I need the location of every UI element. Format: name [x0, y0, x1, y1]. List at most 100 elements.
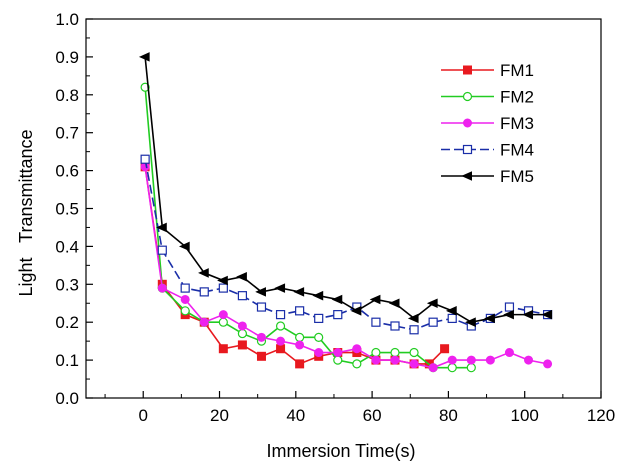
data-point-marker — [295, 359, 305, 369]
legend-label: FM3 — [500, 114, 534, 133]
legend-label: FM4 — [500, 141, 534, 160]
data-point-marker — [255, 287, 266, 297]
data-point-marker — [256, 302, 267, 312]
data-point-marker — [409, 325, 419, 335]
x-axis-ticks: 0 20 40 60 80 100 120 — [104, 391, 615, 425]
data-point-marker — [350, 306, 362, 316]
data-point-marker — [295, 340, 305, 350]
data-point-marker — [295, 332, 305, 342]
series-fm4 — [140, 154, 553, 335]
y-tick-label: 0.5 — [55, 200, 79, 219]
data-point-marker — [237, 340, 247, 350]
data-point-marker — [461, 171, 472, 181]
legend-label: FM1 — [500, 61, 534, 80]
data-point-marker — [199, 317, 209, 327]
data-point-marker — [503, 309, 514, 320]
data-point-marker — [140, 154, 150, 164]
legend-item-fm5: FM5 — [441, 167, 534, 186]
legend-item-fm4: FM4 — [441, 141, 534, 160]
data-point-marker — [276, 336, 286, 346]
data-point-marker — [256, 351, 266, 361]
data-point-marker — [484, 313, 495, 324]
data-point-marker — [485, 355, 495, 365]
data-point-marker — [463, 65, 472, 75]
legend-label: FM2 — [500, 88, 534, 107]
data-point-marker — [218, 344, 228, 354]
data-point-marker — [504, 348, 514, 358]
y-tick-label: 0.0 — [55, 389, 79, 408]
data-point-marker — [331, 294, 343, 305]
legend-item-fm1: FM1 — [441, 61, 534, 80]
data-point-marker — [333, 310, 343, 320]
data-point-marker — [218, 310, 228, 320]
x-tick-label: 0 — [138, 406, 147, 425]
data-point-marker — [140, 162, 150, 172]
data-point-marker — [274, 283, 286, 293]
series-fm5 — [138, 52, 553, 327]
data-point-marker — [504, 302, 515, 312]
data-point-marker — [218, 317, 228, 327]
data-point-marker — [180, 294, 190, 304]
data-point-marker — [140, 82, 150, 92]
x-tick-label: 80 — [439, 406, 458, 425]
y-tick-label: 0.1 — [55, 351, 79, 370]
legend-item-fm2: FM2 — [441, 88, 534, 107]
data-point-marker — [462, 91, 473, 102]
data-point-marker — [275, 310, 286, 320]
data-point-marker — [390, 347, 400, 358]
y-tick-label: 1.0 — [55, 10, 79, 29]
data-point-marker — [352, 359, 362, 369]
y-axis-title: Light Transmittance — [16, 129, 36, 296]
y-tick-label: 0.6 — [55, 162, 79, 181]
data-point-marker — [371, 355, 381, 365]
data-point-marker — [447, 313, 457, 324]
data-point-marker — [352, 344, 362, 354]
data-point-marker — [256, 332, 266, 342]
data-point-marker — [237, 321, 247, 331]
y-axis-ticks: 0.0 0.1 0.2 0.3 0.4 0.5 0.6 0.7 0.8 0.9 1.0 — [55, 10, 93, 408]
x-tick-label: 40 — [286, 406, 305, 425]
data-point-marker — [407, 313, 419, 324]
data-point-marker — [369, 294, 381, 305]
y-tick-label: 0.7 — [55, 124, 79, 143]
data-point-marker — [199, 287, 209, 297]
series-fm1 — [140, 162, 450, 369]
legend: FM1 FM2 FM3 FM4 FM5 — [441, 61, 534, 186]
data-point-marker — [428, 363, 438, 373]
data-point-marker — [447, 363, 457, 373]
data-point-marker — [371, 347, 381, 358]
data-point-marker — [275, 321, 286, 331]
data-point-marker — [217, 275, 228, 286]
data-point-marker — [295, 306, 305, 316]
series-fm3 — [140, 162, 553, 373]
series-fm2 — [140, 82, 476, 373]
y-tick-label: 0.2 — [55, 313, 79, 332]
data-point-marker — [466, 363, 476, 373]
data-point-marker — [445, 306, 457, 316]
data-point-marker — [463, 118, 472, 128]
x-tick-label: 120 — [587, 406, 615, 425]
x-axis-title: Immersion Time(s) — [266, 441, 415, 461]
data-point-marker — [157, 283, 167, 293]
data-point-marker — [409, 347, 419, 358]
data-point-marker — [178, 241, 190, 252]
series-layer — [138, 52, 553, 373]
y-tick-label: 0.8 — [55, 86, 79, 105]
series-line — [144, 166, 548, 369]
data-point-marker — [462, 144, 473, 155]
data-point-marker — [447, 355, 457, 365]
data-point-marker — [237, 328, 248, 339]
x-tick-label: 20 — [210, 406, 229, 425]
data-point-marker — [276, 344, 286, 354]
data-point-marker — [388, 298, 400, 309]
data-point-marker — [218, 283, 228, 293]
data-point-marker — [314, 313, 324, 324]
y-tick-label: 0.3 — [55, 275, 79, 294]
data-point-marker — [466, 355, 476, 365]
data-point-marker — [314, 332, 324, 342]
data-point-marker — [465, 317, 476, 327]
data-point-marker — [371, 317, 381, 327]
data-point-marker — [541, 309, 553, 320]
data-point-marker — [333, 355, 343, 365]
